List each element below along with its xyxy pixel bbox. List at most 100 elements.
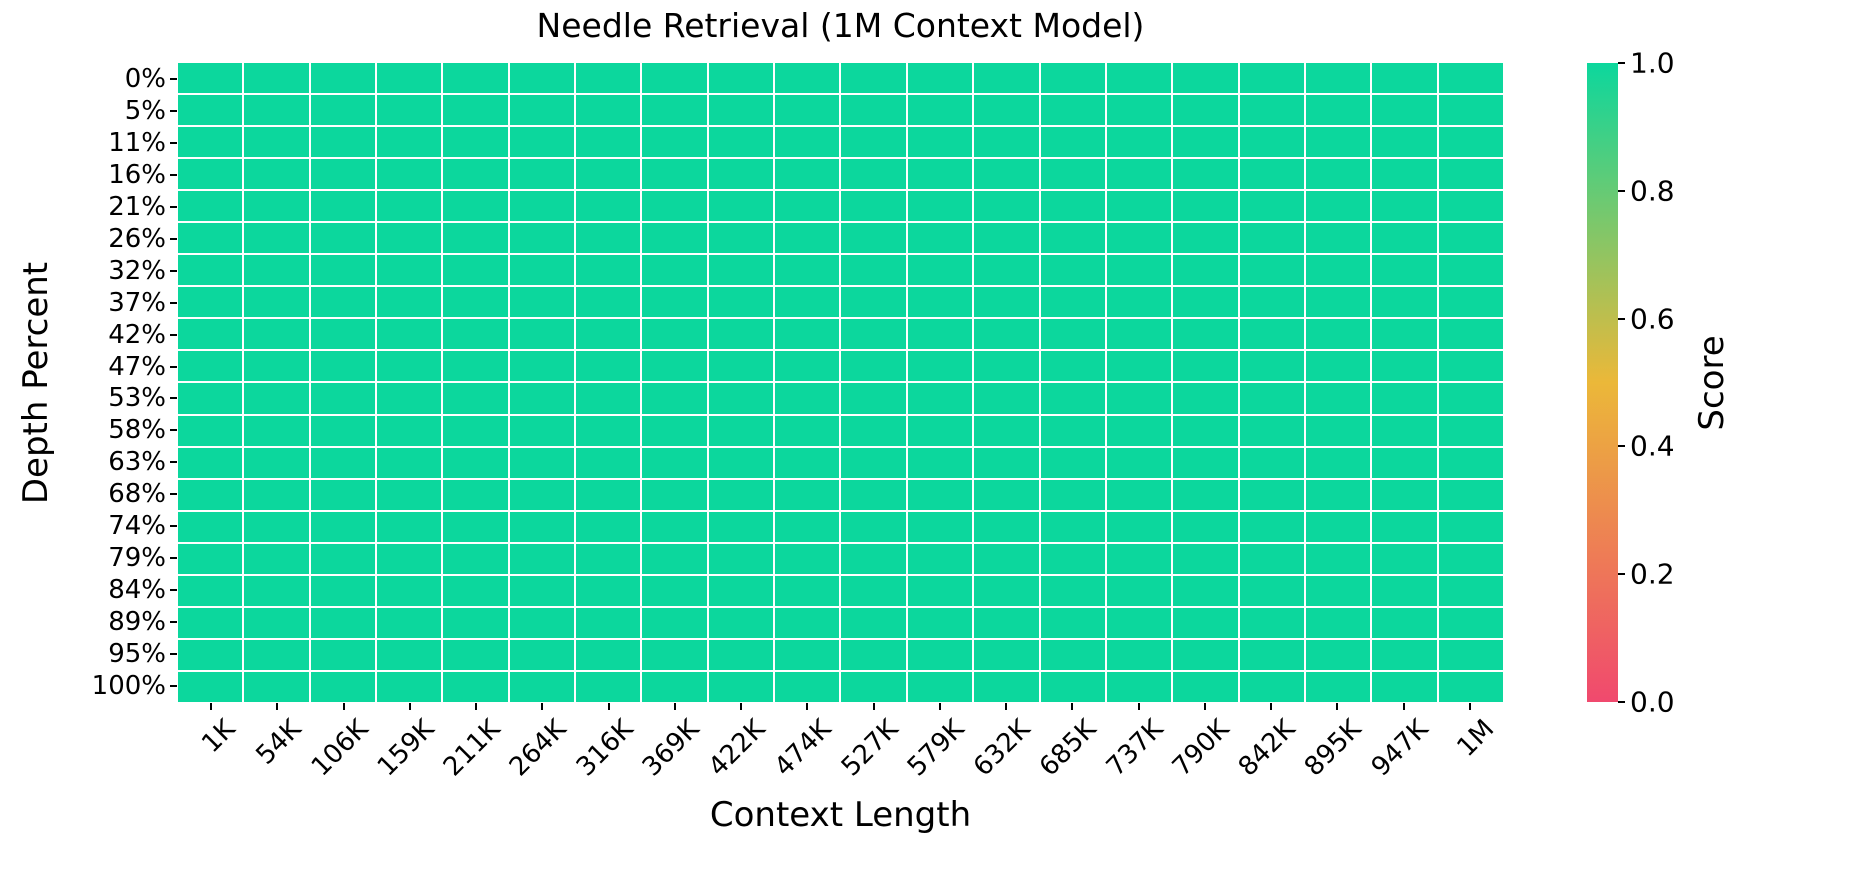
heatmap-cell xyxy=(708,511,774,542)
heatmap-cell xyxy=(974,383,1039,414)
heatmap-cell xyxy=(509,543,575,574)
heatmap-cell xyxy=(443,255,508,286)
heatmap-cell xyxy=(377,671,442,702)
x-tick-mark xyxy=(673,703,676,710)
heatmap-cell xyxy=(443,223,508,254)
heatmap-cell xyxy=(974,223,1039,254)
heatmap-cell xyxy=(708,543,774,574)
heatmap-cell xyxy=(1173,543,1238,574)
heatmap-cell xyxy=(974,319,1039,350)
heatmap-cell xyxy=(841,255,906,286)
heatmap-cell xyxy=(244,127,309,158)
x-tick-label: 211K xyxy=(437,714,507,783)
heatmap-cell xyxy=(1305,543,1371,574)
heatmap-cell xyxy=(178,543,243,574)
heatmap-cell xyxy=(907,127,973,158)
heatmap-cell xyxy=(841,159,906,190)
x-tick-mark xyxy=(1137,703,1140,710)
heatmap-cell xyxy=(509,191,575,222)
heatmap-cell xyxy=(310,447,376,478)
heatmap-cell xyxy=(1239,511,1304,542)
heatmap-cell xyxy=(642,351,707,382)
heatmap-cell xyxy=(1305,127,1371,158)
heatmap-cell xyxy=(1372,383,1437,414)
heatmap-cell xyxy=(1438,671,1503,702)
heatmap-cell xyxy=(576,479,641,510)
heatmap-cell xyxy=(377,447,442,478)
y-tick-label: 21% xyxy=(108,191,166,222)
heatmap-cell xyxy=(310,287,376,318)
heatmap-cell xyxy=(576,415,641,446)
y-tick-mark xyxy=(170,653,177,656)
heatmap-cell xyxy=(443,639,508,670)
heatmap-cell xyxy=(1239,383,1304,414)
heatmap-cell xyxy=(443,575,508,606)
y-tick-mark xyxy=(170,461,177,464)
heatmap-cell xyxy=(576,607,641,638)
heatmap-cell xyxy=(1239,255,1304,286)
heatmap-cell xyxy=(1239,607,1304,638)
y-tick-label: 89% xyxy=(108,607,166,638)
heatmap-cell xyxy=(775,479,840,510)
heatmap-cell xyxy=(1106,383,1172,414)
heatmap-cell xyxy=(841,607,906,638)
heatmap-cell xyxy=(974,127,1039,158)
heatmap-cell xyxy=(576,639,641,670)
heatmap-cell xyxy=(1438,255,1503,286)
heatmap-cell xyxy=(1372,415,1437,446)
y-tick-label: 5% xyxy=(124,95,166,126)
heatmap-cell xyxy=(708,415,774,446)
heatmap-cell xyxy=(377,351,442,382)
heatmap-cell xyxy=(642,543,707,574)
heatmap-cell xyxy=(178,447,243,478)
heatmap-cell xyxy=(708,639,774,670)
heatmap-cell xyxy=(1438,415,1503,446)
heatmap-cell xyxy=(974,575,1039,606)
heatmap-cell xyxy=(1305,607,1371,638)
heatmap-cell xyxy=(244,543,309,574)
heatmap-cell xyxy=(974,255,1039,286)
heatmap-cell xyxy=(708,255,774,286)
x-tick-label: 159K xyxy=(371,714,441,783)
heatmap-cell xyxy=(576,191,641,222)
heatmap-cell xyxy=(907,223,973,254)
heatmap-cell xyxy=(377,575,442,606)
colorbar-tick-mark xyxy=(1618,62,1625,64)
heatmap-cell xyxy=(974,287,1039,318)
heatmap-cell xyxy=(443,319,508,350)
heatmap-cell xyxy=(576,127,641,158)
heatmap-cell xyxy=(1040,543,1105,574)
x-tick-mark xyxy=(408,703,411,710)
heatmap-cell xyxy=(708,159,774,190)
heatmap-cell xyxy=(178,511,243,542)
heatmap-cell xyxy=(907,447,973,478)
heatmap-cell xyxy=(1239,319,1304,350)
heatmap-cell xyxy=(1173,255,1238,286)
heatmap-cell xyxy=(576,287,641,318)
heatmap-cell xyxy=(974,95,1039,126)
y-tick-mark xyxy=(170,621,177,624)
heatmap-cell xyxy=(509,415,575,446)
x-tick-label: 895K xyxy=(1299,714,1368,783)
y-tick-mark xyxy=(170,493,177,496)
heatmap-cell xyxy=(1438,543,1503,574)
heatmap-cell xyxy=(1173,63,1238,94)
heatmap-cell xyxy=(1173,639,1238,670)
y-axis-label: Depth Percent xyxy=(16,261,56,505)
x-tick-mark xyxy=(806,703,809,710)
heatmap-cell xyxy=(775,415,840,446)
heatmap-cell xyxy=(1372,223,1437,254)
heatmap-cell xyxy=(1173,319,1238,350)
x-tick-mark xyxy=(276,703,279,710)
heatmap-cell xyxy=(310,415,376,446)
heatmap-cell xyxy=(907,63,973,94)
heatmap-cell xyxy=(1106,63,1172,94)
heatmap-cell xyxy=(1239,671,1304,702)
heatmap-cell xyxy=(1438,351,1503,382)
heatmap-cell xyxy=(1372,607,1437,638)
x-tick-label: 264K xyxy=(504,714,573,783)
heatmap-cell xyxy=(377,415,442,446)
heatmap-cell xyxy=(841,543,906,574)
heatmap-cell xyxy=(1106,351,1172,382)
